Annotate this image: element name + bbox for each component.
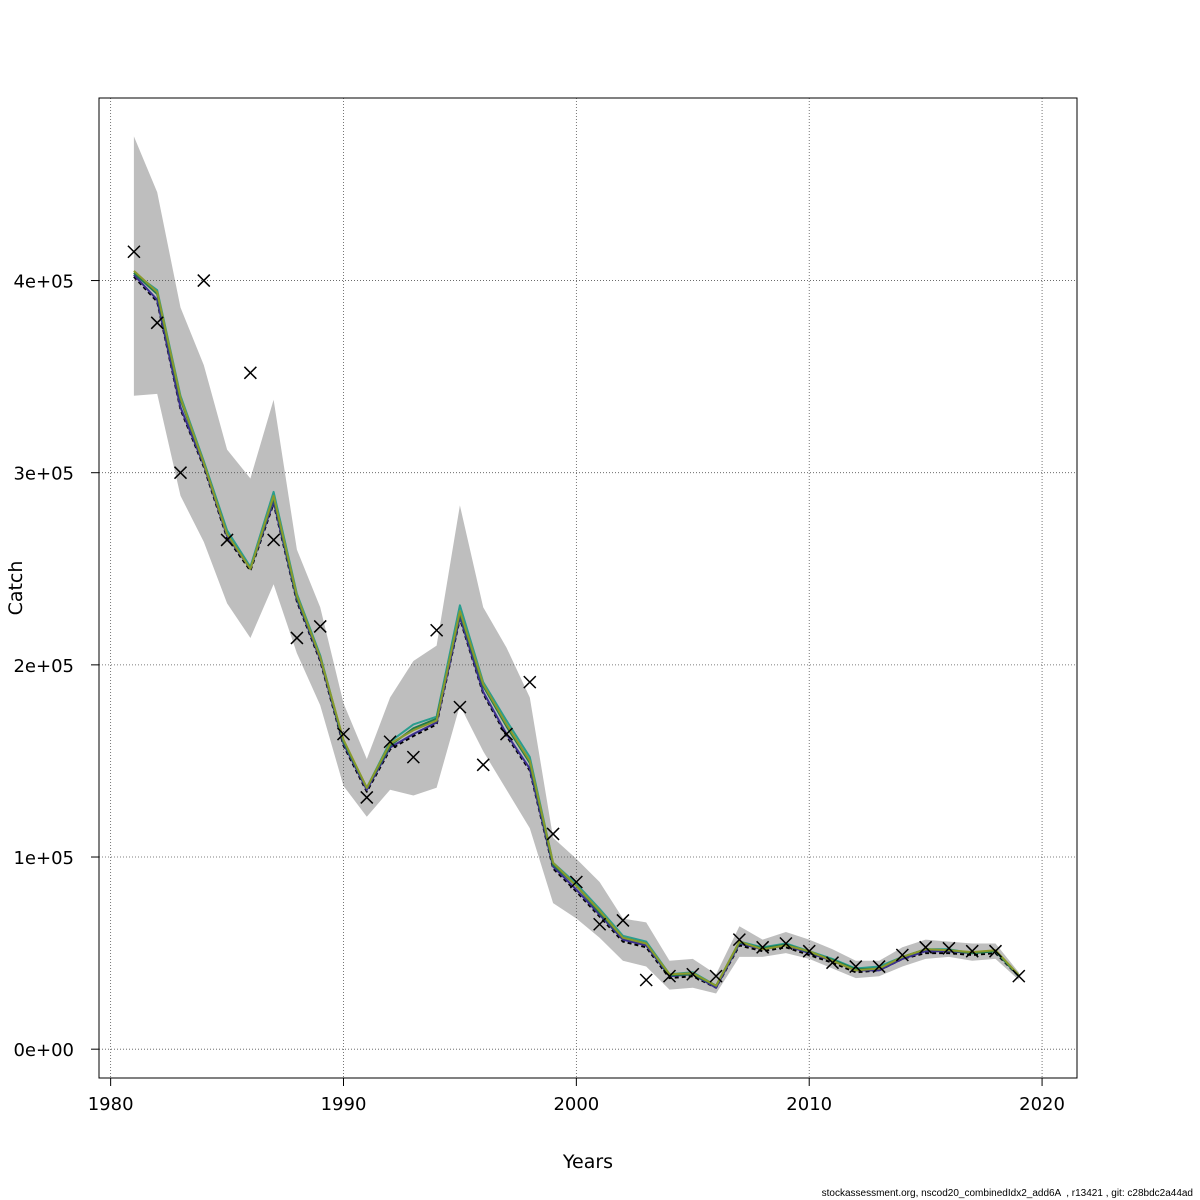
y-tick-label: 3e+05 — [13, 464, 74, 485]
observed-point — [267, 533, 281, 547]
x-tick-label: 2020 — [1019, 1094, 1065, 1115]
x-axis: 1980 1990 2000 2010 2020 — [88, 1078, 1065, 1115]
confidence-band-layer — [133, 136, 1019, 994]
observed-point — [779, 936, 793, 951]
observed-point — [243, 366, 257, 380]
observed-point — [499, 727, 514, 741]
observed-point — [709, 969, 723, 983]
series-line-5 — [133, 270, 1020, 987]
y-axis: 0e+00 1e+05 2e+05 3e+05 4e+05 — [13, 272, 99, 1061]
footer-caption: stockassessment.org, nscod20_combinedIdx… — [821, 1188, 1193, 1199]
observed-point — [895, 948, 909, 962]
observed-point — [173, 466, 188, 480]
x-tick-label: 2010 — [786, 1094, 832, 1115]
observed-points-layer — [127, 245, 1026, 987]
observed-point — [476, 758, 490, 772]
y-axis-title: Catch — [5, 561, 27, 616]
y-tick-label: 0e+00 — [13, 1040, 74, 1061]
observed-point — [919, 940, 933, 954]
y-tick-label: 4e+05 — [13, 272, 74, 293]
x-tick-label: 2000 — [553, 1094, 599, 1115]
observed-point — [360, 790, 374, 804]
observed-point — [336, 727, 351, 741]
observed-point — [127, 245, 141, 259]
observed-point — [220, 533, 234, 547]
x-tick-label: 1990 — [321, 1094, 367, 1115]
confidence-band — [133, 136, 1019, 994]
observed-point — [453, 700, 467, 714]
observed-point — [942, 941, 956, 955]
observed-point — [546, 827, 560, 841]
observed-point — [662, 969, 677, 983]
observed-point — [1012, 969, 1026, 983]
observed-point — [872, 960, 886, 974]
observed-point — [756, 940, 770, 954]
y-tick-label: 2e+05 — [13, 656, 74, 677]
observed-point — [290, 631, 304, 645]
observed-point — [965, 944, 979, 958]
observed-point — [988, 944, 1003, 958]
observed-point — [802, 944, 816, 958]
observed-point — [569, 875, 583, 889]
observed-point — [150, 316, 164, 330]
observed-point — [383, 735, 397, 749]
observed-point — [686, 967, 700, 981]
observed-point — [313, 619, 327, 633]
series-line-1 — [133, 276, 1020, 989]
grid-layer — [99, 98, 1077, 1078]
observed-point — [197, 274, 211, 288]
x-axis-title: Years — [562, 1151, 613, 1173]
observed-point — [593, 917, 607, 931]
plot-frame — [98, 97, 1078, 1079]
x-tick-label: 1980 — [88, 1094, 134, 1115]
series-layer — [133, 270, 1020, 989]
observed-point — [825, 956, 840, 970]
observed-point — [523, 675, 537, 689]
observed-point — [732, 933, 746, 947]
observed-point — [616, 913, 630, 927]
observed-point — [849, 960, 863, 974]
observed-point — [406, 750, 420, 764]
observed-point — [639, 973, 653, 987]
y-tick-label: 1e+05 — [13, 848, 74, 869]
observed-point — [430, 623, 444, 637]
